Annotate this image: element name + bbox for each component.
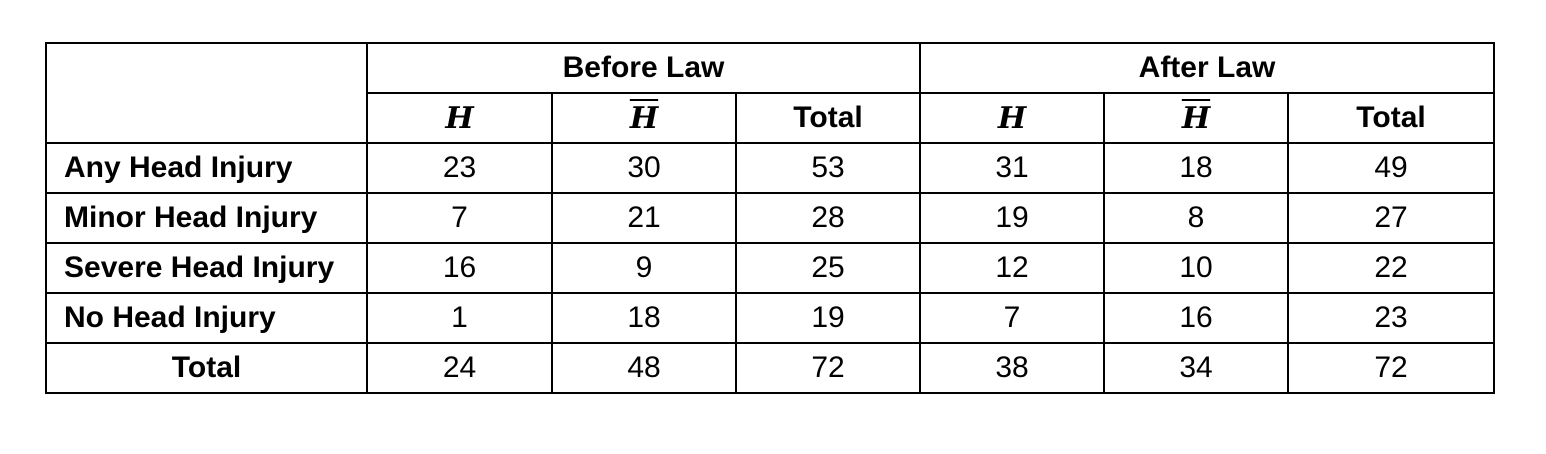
- subheader-after-h: H: [919, 92, 1105, 144]
- table-cell: 19: [919, 192, 1105, 244]
- table-cell: 38: [919, 342, 1105, 394]
- table-cell: 10: [1103, 242, 1289, 294]
- table-cell: 27: [1287, 192, 1495, 244]
- table-cell: 16: [366, 242, 553, 294]
- table-cell: 34: [1103, 342, 1289, 394]
- subheader-before-total: Total: [735, 92, 921, 144]
- table-cell: 19: [735, 292, 921, 344]
- table-row: Severe Head Injury 16 9 25 12 10 22: [45, 242, 1495, 294]
- table-row: Minor Head Injury 7 21 28 19 8 27: [45, 192, 1495, 244]
- table-cell: 12: [919, 242, 1105, 294]
- group-header-after-law: After Law: [919, 42, 1495, 94]
- table-cell: 23: [366, 142, 553, 194]
- group-header-before-law: Before Law: [366, 42, 921, 94]
- table-row: Any Head Injury 23 30 53 31 18 49: [45, 142, 1495, 194]
- table-cell: 28: [735, 192, 921, 244]
- table-cell: 72: [735, 342, 921, 394]
- subheader-before-h-bar: H: [551, 92, 737, 144]
- table-cell: 7: [366, 192, 553, 244]
- total-row: Total 24 48 72 38 34 72: [45, 342, 1495, 394]
- sub-header-row: H H Total H H Total: [46, 92, 1495, 144]
- corner-cell: [45, 42, 368, 144]
- table-cell: 24: [366, 342, 553, 394]
- row-label: Any Head Injury: [45, 142, 368, 194]
- table-cell: 7: [919, 292, 1105, 344]
- table-row: No Head Injury 1 18 19 7 16 23: [45, 292, 1495, 344]
- contingency-table: Before Law After Law H H Total H H Total…: [45, 42, 1495, 394]
- table-cell: 22: [1287, 242, 1495, 294]
- row-label-total: Total: [45, 342, 368, 394]
- row-label: No Head Injury: [45, 292, 368, 344]
- table-cell: 23: [1287, 292, 1495, 344]
- row-label: Minor Head Injury: [45, 192, 368, 244]
- subheader-after-h-bar: H: [1103, 92, 1289, 144]
- table-cell: 21: [551, 192, 737, 244]
- subheader-after-total: Total: [1287, 92, 1495, 144]
- table-cell: 18: [551, 292, 737, 344]
- row-label: Severe Head Injury: [45, 242, 368, 294]
- table-cell: 48: [551, 342, 737, 394]
- table-cell: 49: [1287, 142, 1495, 194]
- table-cell: 30: [551, 142, 737, 194]
- subheader-before-h: H: [366, 92, 553, 144]
- table-cell: 16: [1103, 292, 1289, 344]
- table-cell: 9: [551, 242, 737, 294]
- table-cell: 72: [1287, 342, 1495, 394]
- table-cell: 1: [366, 292, 553, 344]
- table-cell: 25: [735, 242, 921, 294]
- table-cell: 18: [1103, 142, 1289, 194]
- group-header-row: Before Law After Law: [45, 42, 1495, 144]
- table-cell: 8: [1103, 192, 1289, 244]
- table-cell: 53: [735, 142, 921, 194]
- table-cell: 31: [919, 142, 1105, 194]
